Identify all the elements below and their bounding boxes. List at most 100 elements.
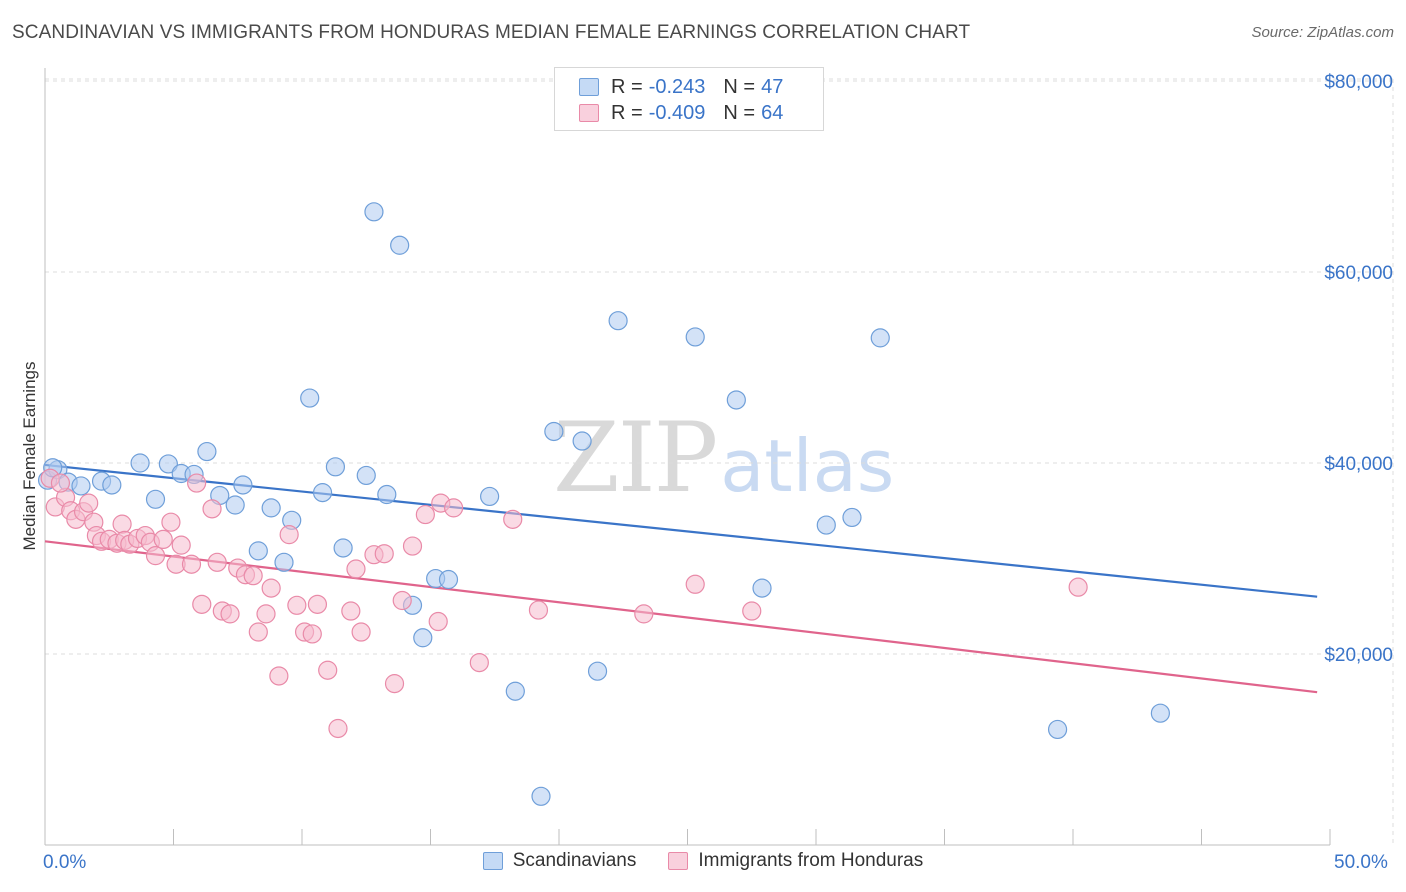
point-honduras bbox=[181, 554, 202, 574]
watermark-atlas: atlas bbox=[720, 424, 895, 508]
point-honduras bbox=[302, 624, 322, 644]
point-scandinavians bbox=[726, 390, 746, 410]
point-scandinavians bbox=[197, 441, 217, 462]
grid-lines bbox=[45, 78, 1394, 845]
point-honduras bbox=[444, 498, 464, 518]
tick-labels: $20,000 $40,000 $60,000 $80,000 bbox=[1324, 72, 1393, 666]
point-scandinavians bbox=[312, 483, 333, 503]
point-scandinavians bbox=[102, 475, 122, 495]
point-honduras bbox=[161, 512, 181, 532]
point-scandinavians bbox=[480, 486, 500, 507]
legend-r-value: -0.409 bbox=[648, 101, 706, 124]
point-honduras bbox=[402, 536, 423, 556]
y-tick-label: $20,000 bbox=[1324, 645, 1393, 666]
legend-n-value: 47 bbox=[761, 75, 784, 98]
point-honduras bbox=[279, 525, 299, 545]
point-honduras bbox=[742, 601, 762, 621]
point-honduras bbox=[634, 604, 654, 624]
point-honduras bbox=[207, 552, 227, 572]
point-scandinavians bbox=[572, 431, 592, 451]
correlation-legend: R = -0.243 N = 47 R = -0.409 N = 64 bbox=[554, 67, 824, 131]
point-scandinavians bbox=[1150, 703, 1170, 723]
point-scandinavians bbox=[300, 388, 320, 408]
legend-n-label: N = bbox=[723, 75, 756, 98]
point-honduras bbox=[351, 622, 371, 642]
legend-r-label: R = bbox=[611, 75, 643, 98]
trend-lines bbox=[44, 463, 1318, 694]
point-scandinavians bbox=[752, 578, 772, 598]
point-honduras bbox=[1068, 577, 1088, 597]
point-scandinavians bbox=[870, 328, 890, 348]
point-scandinavians bbox=[816, 515, 836, 535]
point-scandinavians bbox=[544, 421, 564, 442]
legend-swatch-pink bbox=[579, 104, 599, 122]
chart-title: SCANDINAVIAN VS IMMIGRANTS FROM HONDURAS… bbox=[12, 22, 971, 43]
series-legend: Scandinavians Immigrants from Honduras bbox=[0, 850, 1406, 872]
point-honduras bbox=[243, 566, 263, 586]
point-honduras bbox=[145, 546, 166, 566]
point-scandinavians bbox=[438, 569, 459, 590]
x-tick-label-max: 50.0% bbox=[1334, 852, 1388, 873]
watermark-zip: ZIP bbox=[553, 402, 718, 514]
point-scandinavians bbox=[274, 552, 294, 572]
trend-line-scandinavians bbox=[44, 463, 1318, 598]
point-scandinavians bbox=[130, 453, 150, 473]
point-honduras bbox=[374, 544, 394, 564]
point-honduras bbox=[79, 493, 99, 513]
point-scandinavians bbox=[587, 661, 608, 681]
point-scandinavians bbox=[261, 498, 281, 518]
point-honduras bbox=[503, 509, 523, 529]
axes bbox=[44, 68, 1331, 846]
point-scandinavians bbox=[685, 327, 705, 347]
point-honduras bbox=[328, 718, 348, 739]
point-honduras bbox=[415, 504, 435, 525]
point-honduras bbox=[528, 600, 549, 620]
point-scandinavians bbox=[413, 628, 433, 648]
legend-r-value: -0.243 bbox=[648, 75, 706, 98]
point-scandinavians bbox=[233, 475, 253, 495]
point-scandinavians bbox=[390, 235, 410, 255]
legend-n-label: N = bbox=[723, 101, 756, 124]
point-scandinavians bbox=[325, 457, 346, 477]
point-scandinavians bbox=[333, 538, 353, 558]
point-scandinavians bbox=[145, 489, 166, 509]
point-honduras bbox=[187, 473, 207, 493]
x-tick-label-min: 0.0% bbox=[43, 852, 87, 873]
legend-row-honduras: R = -0.409 N = 64 bbox=[579, 100, 783, 126]
point-honduras bbox=[469, 652, 489, 673]
point-honduras bbox=[248, 622, 268, 642]
point-scandinavians bbox=[608, 311, 628, 331]
point-scandinavians bbox=[356, 465, 376, 486]
legend-label-scandinavians: Scandinavians bbox=[512, 850, 637, 871]
watermark: ZIPatlas bbox=[553, 402, 894, 514]
point-honduras bbox=[318, 660, 338, 680]
point-honduras bbox=[192, 594, 212, 614]
point-scandinavians bbox=[1047, 719, 1068, 740]
legend-item-honduras[interactable]: Immigrants from Honduras bbox=[668, 850, 923, 872]
point-honduras bbox=[220, 604, 240, 624]
legend-swatch-blue bbox=[579, 78, 599, 96]
point-honduras bbox=[287, 595, 307, 615]
y-tick-label: $60,000 bbox=[1324, 263, 1393, 284]
y-tick-label: $40,000 bbox=[1324, 454, 1393, 475]
point-honduras bbox=[384, 674, 405, 694]
point-honduras bbox=[171, 535, 191, 555]
point-scandinavians bbox=[71, 476, 91, 496]
point-honduras bbox=[685, 574, 705, 594]
point-scandinavians bbox=[842, 507, 862, 528]
point-scandinavians bbox=[225, 495, 245, 515]
point-honduras bbox=[256, 604, 276, 624]
trend-line-honduras bbox=[44, 540, 1318, 694]
legend-swatch-blue bbox=[482, 852, 503, 870]
data-points bbox=[37, 202, 1170, 806]
point-honduras bbox=[269, 666, 289, 686]
legend-r-label: R = bbox=[611, 101, 643, 124]
point-honduras bbox=[341, 601, 361, 621]
point-honduras bbox=[346, 559, 366, 579]
source-credit: Source: ZipAtlas.com bbox=[1251, 24, 1394, 41]
legend-item-scandinavians[interactable]: Scandinavians bbox=[482, 850, 637, 872]
point-honduras bbox=[112, 514, 132, 534]
point-honduras bbox=[392, 590, 412, 611]
legend-n-value: 64 bbox=[761, 101, 784, 124]
